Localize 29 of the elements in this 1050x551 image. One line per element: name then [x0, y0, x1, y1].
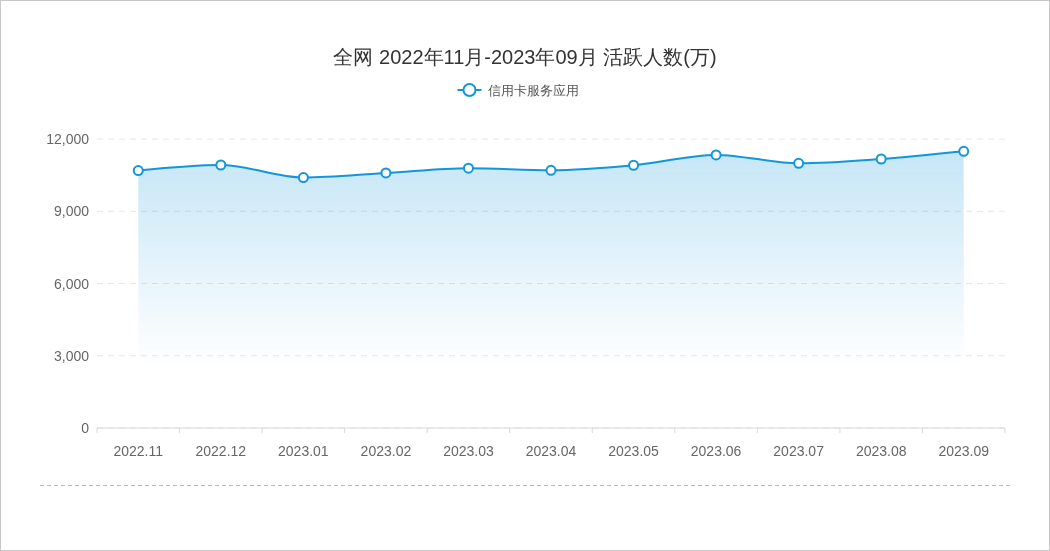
point: [462, 162, 474, 174]
chart-title: 全网 2022年11月-2023年09月 活跃人数(万): [333, 46, 717, 68]
point: [132, 165, 144, 177]
point: [958, 145, 970, 157]
point: [793, 157, 805, 169]
x-tick-label: 2023.05: [608, 443, 660, 459]
y-tick-label: 9,000: [53, 203, 90, 220]
point: [297, 172, 309, 184]
legend-label: 信用卡服务应用: [487, 83, 579, 98]
y-tick-label: 3,000: [53, 347, 90, 364]
point: [545, 164, 557, 176]
point: [380, 167, 392, 179]
x-tick-label: 2022.12: [195, 443, 247, 459]
y-tick-label: 6,000: [53, 275, 90, 292]
point: [875, 153, 887, 165]
x-tick-label: 2022.11: [113, 443, 164, 459]
x-tick-label: 2023.03: [443, 443, 494, 459]
x-tick-label: 2023.04: [525, 443, 577, 459]
point: [215, 159, 227, 171]
x-tick-label: 2023.06: [690, 443, 742, 459]
y-tick-label: 12,000: [46, 131, 90, 147]
x-tick-label: 2023.02: [360, 443, 412, 459]
point: [710, 149, 722, 161]
point: [628, 159, 640, 171]
x-tick-label: 2023.09: [938, 443, 990, 459]
y-tick-label: 0: [81, 420, 90, 436]
x-tick-label: 2023.08: [855, 443, 907, 459]
x-tick-label: 2023.01: [278, 443, 329, 459]
x-tick-label: 2023.07: [773, 443, 825, 459]
